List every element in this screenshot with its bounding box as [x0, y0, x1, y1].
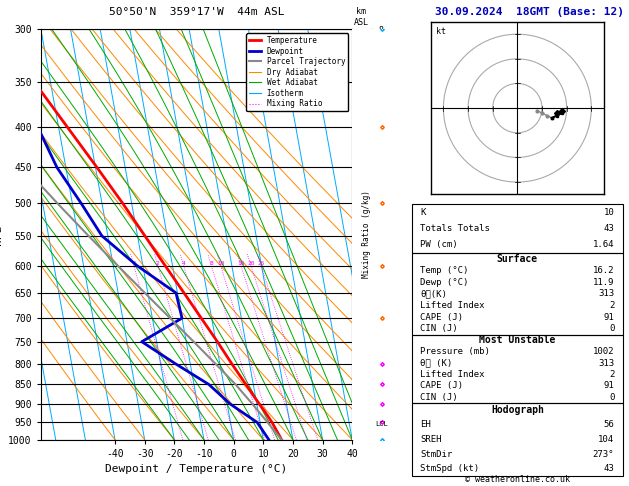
Text: km
ASL: km ASL [353, 7, 369, 27]
Text: 4: 4 [182, 260, 186, 265]
Bar [412, 253, 623, 335]
Text: Totals Totals: Totals Totals [420, 224, 490, 233]
Text: 0: 0 [609, 393, 615, 401]
Text: 30.09.2024  18GMT (Base: 12): 30.09.2024 18GMT (Base: 12) [435, 7, 625, 17]
Text: LCL: LCL [376, 421, 388, 427]
Text: CIN (J): CIN (J) [420, 393, 458, 401]
Text: CAPE (J): CAPE (J) [420, 382, 464, 390]
Text: StmSpd (kt): StmSpd (kt) [420, 465, 479, 473]
Text: 2: 2 [156, 260, 160, 265]
X-axis label: Dewpoint / Temperature (°C): Dewpoint / Temperature (°C) [106, 465, 287, 474]
Text: 313: 313 [598, 290, 615, 298]
Text: 313: 313 [598, 359, 615, 367]
Text: 43: 43 [604, 465, 615, 473]
Text: PW (cm): PW (cm) [420, 241, 458, 249]
Text: kt: kt [436, 27, 446, 36]
Text: θᴄ (K): θᴄ (K) [420, 359, 453, 367]
Text: 2: 2 [609, 301, 615, 310]
Text: K: K [420, 208, 426, 217]
Text: Most Unstable: Most Unstable [479, 335, 555, 346]
Text: Lifted Index: Lifted Index [420, 370, 485, 379]
Text: 16.2: 16.2 [593, 266, 615, 275]
Text: Surface: Surface [497, 254, 538, 264]
Bar [412, 335, 623, 403]
Y-axis label: hPa: hPa [0, 225, 3, 244]
Bar [412, 204, 623, 253]
Text: 20: 20 [247, 260, 255, 265]
Text: 8: 8 [209, 260, 213, 265]
Bar [412, 403, 623, 476]
Text: 25: 25 [257, 260, 265, 265]
Text: StmDir: StmDir [420, 450, 453, 459]
Text: 10: 10 [217, 260, 225, 265]
Text: EH: EH [420, 420, 431, 429]
Text: 10: 10 [604, 208, 615, 217]
Text: 50°50'N  359°17'W  44m ASL: 50°50'N 359°17'W 44m ASL [109, 7, 284, 17]
Text: Dewp (°C): Dewp (°C) [420, 278, 469, 287]
Text: 43: 43 [604, 224, 615, 233]
Text: 1002: 1002 [593, 347, 615, 356]
Text: 91: 91 [604, 382, 615, 390]
Text: 2: 2 [609, 370, 615, 379]
Text: 273°: 273° [593, 450, 615, 459]
Text: 0: 0 [609, 325, 615, 333]
Text: Temp (°C): Temp (°C) [420, 266, 469, 275]
Text: Pressure (mb): Pressure (mb) [420, 347, 490, 356]
Text: CIN (J): CIN (J) [420, 325, 458, 333]
Text: 56: 56 [604, 420, 615, 429]
Text: Lifted Index: Lifted Index [420, 301, 485, 310]
Text: 91: 91 [604, 313, 615, 322]
Text: θᴄ(K): θᴄ(K) [420, 290, 447, 298]
Text: © weatheronline.co.uk: © weatheronline.co.uk [465, 474, 570, 484]
Text: SREH: SREH [420, 435, 442, 444]
Text: 104: 104 [598, 435, 615, 444]
Text: 11.9: 11.9 [593, 278, 615, 287]
Legend: Temperature, Dewpoint, Parcel Trajectory, Dry Adiabat, Wet Adiabat, Isotherm, Mi: Temperature, Dewpoint, Parcel Trajectory… [246, 33, 348, 111]
Text: 1.64: 1.64 [593, 241, 615, 249]
Text: Mixing Ratio (g/kg): Mixing Ratio (g/kg) [362, 191, 371, 278]
Text: 16: 16 [237, 260, 245, 265]
Text: 1: 1 [132, 260, 136, 265]
Text: CAPE (J): CAPE (J) [420, 313, 464, 322]
Text: Hodograph: Hodograph [491, 405, 544, 415]
